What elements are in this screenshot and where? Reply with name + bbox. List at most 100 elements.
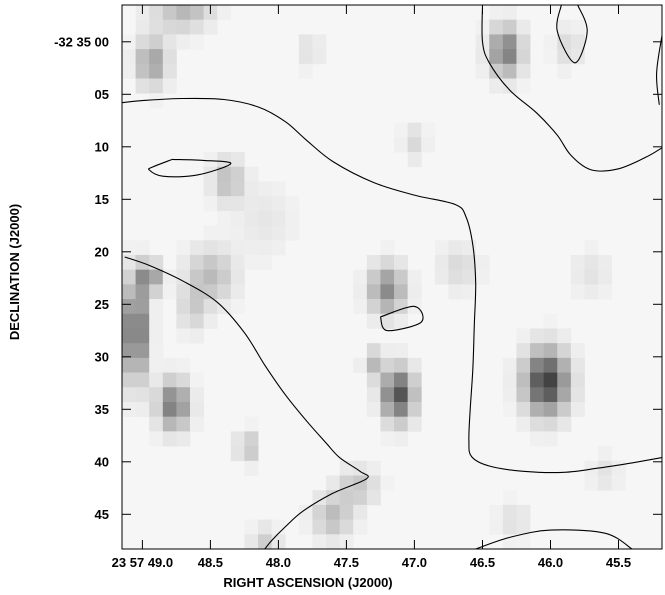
image-pixel (353, 269, 368, 285)
image-pixel (203, 19, 218, 35)
x-tick-label: 46.0 (538, 555, 563, 570)
image-pixel (380, 284, 395, 300)
y-tick-label: 40 (95, 454, 109, 469)
image-pixel (502, 357, 517, 373)
image-pixel (380, 475, 395, 491)
image-pixel (475, 49, 490, 65)
image-pixel (203, 313, 218, 329)
image-pixel (190, 5, 205, 21)
image-pixel (162, 63, 177, 79)
image-pixel (230, 152, 245, 168)
image-pixel (298, 49, 313, 65)
y-tick-label: 05 (95, 87, 109, 102)
image-pixel (230, 196, 245, 212)
image-pixel (516, 328, 531, 344)
image-pixel (190, 34, 205, 50)
image-pixel (190, 299, 205, 315)
image-pixel (570, 357, 585, 373)
image-pixel (380, 401, 395, 418)
image-pixel (162, 19, 177, 35)
image-pixel (502, 63, 517, 79)
image-pixel (135, 299, 150, 315)
image-pixel (598, 284, 613, 300)
image-pixel (339, 519, 354, 535)
image-pixel (190, 416, 205, 432)
image-pixel (176, 387, 191, 403)
image-pixel (489, 49, 504, 65)
image-pixel (176, 357, 191, 373)
image-pixel (135, 387, 150, 403)
image-pixel (448, 269, 463, 285)
image-pixel (176, 254, 191, 271)
image-pixel (380, 387, 395, 403)
image-pixel (312, 49, 327, 65)
image-pixel (611, 460, 626, 476)
image-pixel (135, 34, 150, 50)
image-pixel (176, 5, 191, 21)
image-pixel (162, 284, 177, 300)
image-pixel (203, 225, 218, 241)
image-pixel (584, 269, 599, 285)
image-pixel (366, 343, 381, 359)
image-pixel (176, 19, 191, 35)
image-pixel (543, 401, 558, 418)
image-pixel (462, 254, 477, 271)
image-pixel (394, 357, 409, 373)
image-pixel (448, 254, 463, 271)
image-pixel (298, 63, 313, 79)
image-pixel (244, 416, 259, 432)
image-pixel (584, 254, 599, 271)
image-pixel (502, 504, 517, 520)
contour-top-right-arc (481, 4, 663, 172)
image-pixel (530, 357, 545, 373)
image-pixel (502, 5, 517, 21)
image-pixel (176, 401, 191, 418)
image-pixel (543, 313, 558, 329)
image-pixel (244, 534, 259, 550)
image-pixel (203, 254, 218, 271)
image-pixel (516, 416, 531, 432)
image-pixel (176, 431, 191, 447)
image-pixel (162, 78, 177, 94)
image-pixel (149, 357, 164, 373)
image-pixel (366, 460, 381, 476)
image-pixel (530, 343, 545, 359)
image-pixel (149, 78, 164, 94)
image-pixel (394, 401, 409, 418)
image-pixel (557, 387, 572, 403)
image-pixel (570, 372, 585, 388)
image-pixel (162, 49, 177, 65)
image-pixel (421, 137, 436, 153)
image-pixel (149, 401, 164, 418)
image-pixel (271, 210, 286, 226)
image-pixel (530, 328, 545, 344)
image-pixel (380, 343, 395, 359)
image-pixel (176, 240, 191, 256)
image-pixel (489, 519, 504, 535)
x-tick-label: 46.5 (470, 555, 495, 570)
image-pixel (149, 416, 164, 432)
image-pixel (244, 446, 259, 462)
image-pixel (584, 460, 599, 476)
image-pixel (516, 401, 531, 418)
image-pixel (244, 431, 259, 447)
image-pixel (489, 34, 504, 50)
image-pixel (407, 284, 422, 300)
image-pixel (394, 269, 409, 285)
image-pixel (135, 328, 150, 344)
image-pixel (190, 284, 205, 300)
x-tick-label: 47.5 (334, 555, 359, 570)
image-pixel (366, 475, 381, 491)
image-pixel (230, 181, 245, 197)
image-pixel (203, 181, 218, 197)
image-pixel (489, 504, 504, 520)
image-pixel (448, 284, 463, 300)
image-pixel (203, 196, 218, 212)
image-pixel (230, 284, 245, 300)
image-pixel (258, 181, 273, 197)
image-pixel (176, 313, 191, 329)
image-pixel (380, 372, 395, 388)
image-pixel (176, 34, 191, 50)
image-pixel (394, 416, 409, 432)
